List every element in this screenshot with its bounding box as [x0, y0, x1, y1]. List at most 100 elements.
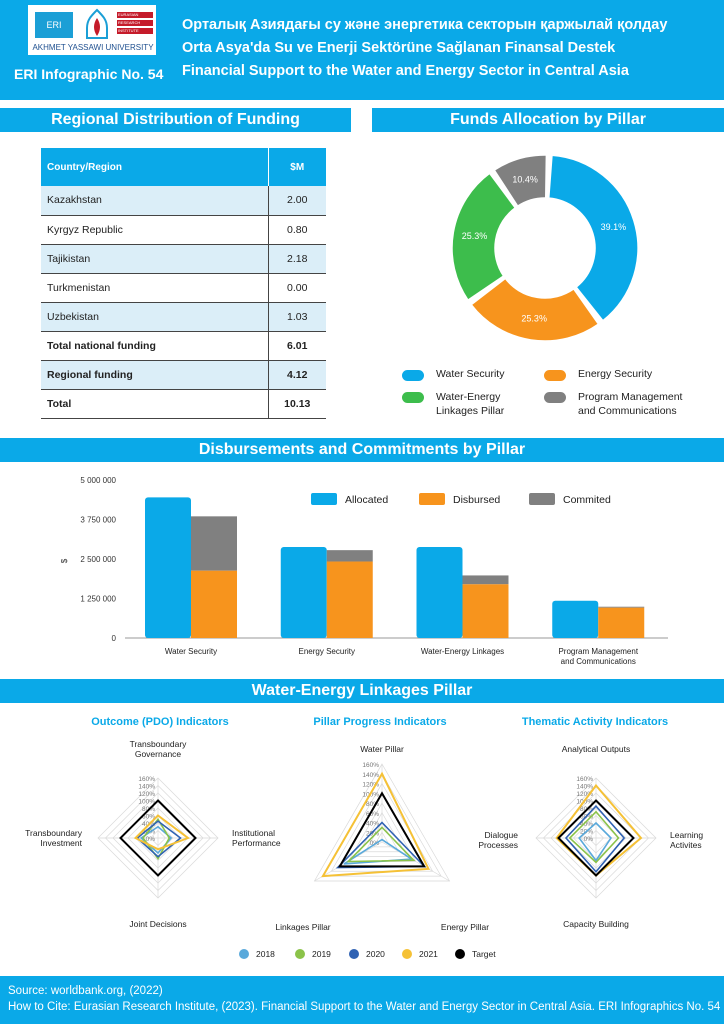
- y-tick-label: 0: [112, 634, 117, 643]
- bar-legend-label: Commited: [563, 494, 611, 506]
- logo-university-name: AKHMET YASSAWI UNIVERSITY: [32, 43, 154, 52]
- radar-series-Target: [119, 799, 197, 877]
- legend-label: Program Management and Communications: [578, 391, 683, 417]
- radar-series-2019: [568, 810, 620, 864]
- radar-title-outcome: Outcome (PDO) Indicators: [91, 716, 229, 728]
- radar-scale-label: 60%: [366, 811, 379, 818]
- radar-series-2020: [564, 804, 626, 873]
- x-category-label: Water Security: [165, 647, 217, 656]
- bar-legend-swatch: [529, 493, 555, 505]
- radar-scale-label: 0%: [146, 836, 156, 843]
- radar-grid-ring: [313, 763, 451, 882]
- radar-grid-ring: [372, 831, 392, 848]
- radar-scale-label: 160%: [138, 776, 155, 783]
- title-turkish: Orta Asya'da Su ve Enerji Sektörüne Sağl…: [182, 40, 616, 56]
- header: ERI EURASIAN RESEARCH INSTITUTE AKHMET Y…: [0, 0, 724, 100]
- radar-series-2021: [321, 771, 430, 878]
- x-category-label: Water-Energy Linkages: [421, 647, 504, 656]
- table-row-regional: Regional funding 4.12: [41, 360, 326, 390]
- row-country: Uzbekistan: [41, 302, 268, 332]
- bar-allocated: [552, 600, 599, 638]
- radar-spoke: [381, 841, 450, 882]
- legend-swatch: [544, 392, 566, 403]
- radar-axis-label: Capacity Building: [563, 919, 629, 929]
- radar-axis-label: Joint Decisions: [129, 919, 186, 929]
- y-tick-label: 1 250 000: [80, 595, 116, 604]
- radar-scale-label: 160%: [362, 762, 379, 769]
- section-linkages: Water-Energy Linkages Pillar: [0, 679, 724, 703]
- legend-item-water-energy-linkages: Water-Energy Linkages Pillar: [402, 390, 504, 418]
- radar-legend-label: 2021: [419, 949, 438, 959]
- radar-legend-dot: [349, 949, 359, 959]
- radar-axis-label: Water Pillar: [360, 744, 404, 754]
- legend-swatch: [402, 392, 424, 403]
- pillar-donut-chart: 39.1% 25.3% 25.3% 10.4%: [451, 154, 639, 342]
- radar-axis-label: Analytical Outputs: [562, 744, 631, 754]
- radar-axis-label: Transboundary Governance: [130, 739, 188, 759]
- infographic-number: ERI Infographic No. 54: [14, 66, 164, 82]
- source-text: Source: worldbank.org, (2022): [8, 985, 163, 997]
- legend-label: Water Security: [436, 368, 505, 380]
- radar-axis-label: Learning Activites: [670, 830, 703, 850]
- donut-value-label: 25.3%: [462, 231, 488, 241]
- logo-line: INSTITUTE: [117, 28, 153, 34]
- radar-axis-label: Linkages Pillar: [275, 922, 330, 932]
- radar-scale-label: 100%: [138, 799, 155, 806]
- bar-commited: [462, 575, 509, 585]
- bar-allocated: [416, 546, 463, 638]
- bar-commited: [598, 606, 645, 608]
- radar-series-2021: [133, 814, 191, 851]
- bar-disbursed: [462, 584, 509, 638]
- row-amount: 4.12: [267, 360, 326, 390]
- y-tick-label: 3 750 000: [80, 516, 116, 525]
- radar-scale-label: 140%: [138, 784, 155, 791]
- bar-legend-label: Allocated: [345, 494, 388, 506]
- donut-value-label: 10.4%: [512, 174, 538, 184]
- row-country: Total: [41, 389, 268, 419]
- radar-axis-label: Transboundary Investment: [25, 828, 83, 848]
- radar-title-thematic: Thematic Activity Indicators: [521, 716, 669, 728]
- section-funds-allocation: Funds Allocation by Pillar: [372, 108, 724, 132]
- radar-axis-label: Energy Pillar: [441, 922, 489, 932]
- radar-charts: 0%20%40%60%80%100%120%140%160%Transbound…: [25, 739, 703, 959]
- bar-commited: [191, 516, 237, 571]
- radar-axis-label: Dialogue Processes: [478, 830, 518, 850]
- logo-eri-badge: ERI: [35, 12, 73, 38]
- title-kazakh: Орталық Азиядағы су және энергетика сект…: [182, 17, 668, 33]
- radar-series-Target: [338, 791, 426, 868]
- radar-legend-dot: [239, 949, 249, 959]
- bar-allocated: [280, 546, 327, 638]
- radar-legend-label: Target: [472, 949, 496, 959]
- institute-logo[interactable]: ERI EURASIAN RESEARCH INSTITUTE AKHMET Y…: [28, 5, 156, 55]
- row-amount: 10.13: [267, 389, 326, 419]
- radar-series-Target: [557, 799, 635, 877]
- logo-line: RESEARCH: [117, 20, 153, 26]
- bar-disbursed: [598, 607, 645, 638]
- radar-scale-label: 0%: [584, 836, 594, 843]
- table-row: Uzbekistan 1.03: [41, 302, 326, 332]
- radar-scale-label: 140%: [362, 772, 379, 779]
- radar-scale-label: 120%: [576, 791, 593, 798]
- bar-legend-swatch: [311, 493, 337, 505]
- radar-series-2020: [136, 820, 182, 858]
- row-amount: 2.18: [267, 244, 326, 274]
- radar-scale-label: 20%: [366, 830, 379, 837]
- table-row-total: Total 10.13: [41, 389, 326, 419]
- radar-series-2021: [555, 783, 643, 877]
- logo-wordmark: EURASIAN RESEARCH INSTITUTE: [117, 12, 153, 38]
- donut-slice: [493, 154, 548, 208]
- funding-table: Country/Region $M Kazakhstan 2.00 Kyrgyz …: [41, 148, 326, 419]
- bar-allocated: [145, 497, 191, 638]
- row-country: Regional funding: [41, 360, 268, 390]
- row-amount: 1.03: [267, 302, 326, 332]
- row-amount: 0.00: [267, 273, 326, 303]
- logo-line: EURASIAN: [117, 12, 153, 18]
- table-row: Kazakhstan 2.00: [41, 186, 326, 216]
- row-country: Kyrgyz Republic: [41, 215, 268, 245]
- bar-legend-swatch: [419, 493, 445, 505]
- donut-slice: [470, 277, 600, 342]
- table-header-row: Country/Region $M: [41, 148, 326, 186]
- row-amount: 2.00: [267, 186, 326, 216]
- radar-legend-label: 2019: [312, 949, 331, 959]
- title-block: Орталық Азиядағы су және энергетика сект…: [182, 14, 667, 83]
